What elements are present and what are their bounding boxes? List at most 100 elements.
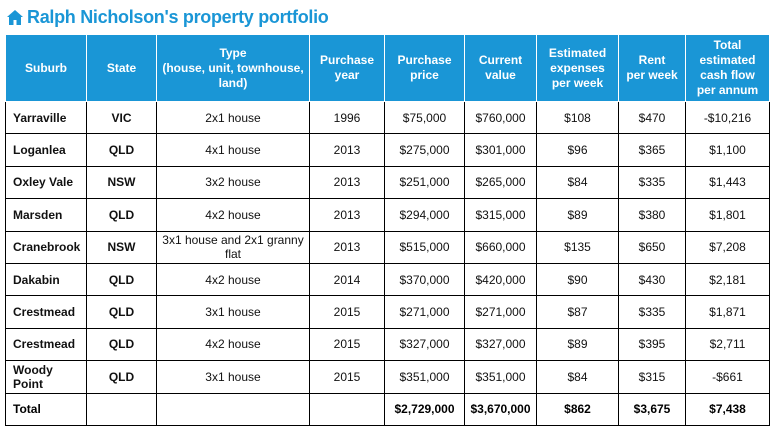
table-cell: Dakabin (5, 262, 87, 297)
table-cell: 2015 (309, 295, 385, 329)
column-header: Total estimated cash flow per annum (685, 34, 770, 102)
table-cell: VIC (86, 100, 157, 135)
column-header: Estimated expenses per week (536, 34, 619, 102)
table-cell: Oxley Vale (5, 165, 87, 200)
column-header: State (86, 34, 157, 102)
column-header: Type (house, unit, townhouse, land) (156, 34, 310, 102)
table-cell: $1,801 (685, 198, 770, 232)
table-cell: $351,000 (384, 360, 465, 394)
table-cell: QLD (86, 198, 157, 232)
table-cell: $2,711 (685, 327, 770, 362)
table-cell: $7,208 (685, 230, 770, 264)
table-cell: $271,000 (384, 295, 465, 329)
table-cell: $301,000 (464, 133, 537, 167)
table-cell: $84 (536, 165, 619, 200)
table-cell: $327,000 (464, 327, 537, 362)
table-row: Crestmead QLD 3x1 house 2015 $271,000 $271,00… (5, 295, 770, 329)
table-cell: 2013 (309, 165, 385, 200)
total-cell: $2,729,000 (384, 392, 465, 426)
table-cell: $760,000 (464, 100, 537, 135)
total-cell: $862 (536, 392, 619, 426)
table-cell: 3x1 house and 2x1 granny flat (156, 230, 310, 264)
table-cell: Crestmead (5, 295, 87, 329)
column-header: Current value (464, 34, 537, 102)
total-cell (156, 392, 310, 426)
table-cell: $271,000 (464, 295, 537, 329)
table-cell: Marsden (5, 198, 87, 232)
table-cell: QLD (86, 327, 157, 362)
table-cell: 3x2 house (156, 165, 310, 200)
table-cell: -$661 (685, 360, 770, 394)
table-cell: QLD (86, 262, 157, 297)
table-cell: $89 (536, 327, 619, 362)
table-cell: 4x2 house (156, 262, 310, 297)
total-cell: Total (5, 392, 87, 426)
table-cell: $84 (536, 360, 619, 394)
table-cell: $315,000 (464, 198, 537, 232)
table-cell: NSW (86, 230, 157, 264)
table-cell: 3x1 house (156, 295, 310, 329)
table-cell: 4x2 house (156, 327, 310, 362)
table-cell: QLD (86, 360, 157, 394)
table-cell: $650 (618, 230, 686, 264)
table-cell: Crestmead (5, 327, 87, 362)
table-cell: $420,000 (464, 262, 537, 297)
column-header: Purchase year (309, 34, 385, 102)
table-cell: $2,181 (685, 262, 770, 297)
column-header: Rent per week (618, 34, 686, 102)
house-icon (7, 9, 23, 25)
total-cell (309, 392, 385, 426)
table-cell: 2x1 house (156, 100, 310, 135)
table-cell: $1,871 (685, 295, 770, 329)
table-cell: 2013 (309, 198, 385, 232)
total-cell: $3,670,000 (464, 392, 537, 426)
table-cell: 1996 (309, 100, 385, 135)
table-cell: $380 (618, 198, 686, 232)
table-cell: NSW (86, 165, 157, 200)
table-cell: $430 (618, 262, 686, 297)
table-row: Loganlea QLD 4x1 house 2013 $275,000 $301,000… (5, 133, 770, 167)
table-cell: $351,000 (464, 360, 537, 394)
table-row: Marsden QLD 4x2 house 2013 $294,000 $315,000 $… (5, 198, 770, 232)
table-cell: $135 (536, 230, 619, 264)
table-cell: 4x1 house (156, 133, 310, 167)
table-cell: $275,000 (384, 133, 465, 167)
total-cell: $3,675 (618, 392, 686, 426)
page-title: Ralph Nicholson's property portfolio (27, 6, 329, 27)
table-cell: $251,000 (384, 165, 465, 200)
table-cell: Loganlea (5, 133, 87, 167)
table-row: Oxley Vale NSW 3x2 house 2013 $251,000 $265,0… (5, 165, 770, 200)
table-cell: $370,000 (384, 262, 465, 297)
table-cell: $660,000 (464, 230, 537, 264)
header-row: Suburb State Type (house, unit, townhouse, l… (5, 34, 770, 102)
portfolio-table: Suburb State Type (house, unit, townhouse, l… (5, 34, 770, 426)
total-cell: $7,438 (685, 392, 770, 426)
table-cell: QLD (86, 133, 157, 167)
table-cell: Yarraville (5, 100, 87, 135)
table-row: Dakabin QLD 4x2 house 2014 $370,000 $420,000 $… (5, 262, 770, 297)
table-cell: Cranebrook (5, 230, 87, 264)
table-cell: $1,100 (685, 133, 770, 167)
table-cell: $265,000 (464, 165, 537, 200)
table-cell: 2015 (309, 327, 385, 362)
table-cell: 2013 (309, 133, 385, 167)
column-header: Purchase price (384, 34, 465, 102)
table-cell: $327,000 (384, 327, 465, 362)
table-cell: 4x2 house (156, 198, 310, 232)
table-cell: 2014 (309, 262, 385, 297)
table-cell: $515,000 (384, 230, 465, 264)
table-cell: Woody Point (5, 360, 87, 394)
table-cell: $1,443 (685, 165, 770, 200)
table-row: Yarraville VIC 2x1 house 1996 $75,000 $760,00… (5, 100, 770, 135)
table-cell: $335 (618, 295, 686, 329)
column-header: Suburb (5, 34, 87, 102)
table-cell: $335 (618, 165, 686, 200)
table-cell: $90 (536, 262, 619, 297)
table-cell: -$10,216 (685, 100, 770, 135)
table-cell: $294,000 (384, 198, 465, 232)
total-cell (86, 392, 157, 426)
table-cell: $470 (618, 100, 686, 135)
table-cell: 3x1 house (156, 360, 310, 394)
table-cell: 2015 (309, 360, 385, 394)
table-cell: 2013 (309, 230, 385, 264)
